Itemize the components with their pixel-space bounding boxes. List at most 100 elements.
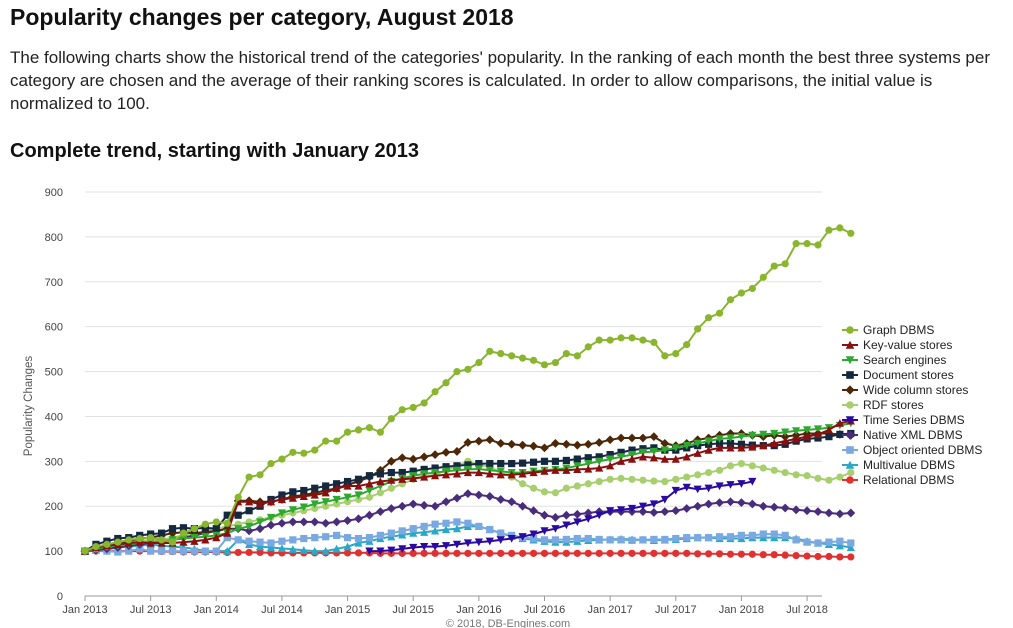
y-tick-label: 300 [45,456,63,468]
data-point [847,539,855,547]
data-point [474,538,483,547]
data-point [245,537,253,545]
data-point [617,536,625,544]
data-point [386,456,396,466]
data-point [212,547,220,555]
data-point [343,477,352,486]
data-point [322,502,330,510]
data-point [453,462,461,470]
data-point [420,528,429,536]
legend-item[interactable]: Native XML DBMS [842,428,963,442]
data-point [508,352,516,360]
data-point [288,545,297,553]
data-point [594,438,604,447]
data-point [322,482,330,490]
data-point [376,489,384,497]
data-point [431,464,439,472]
data-point [726,462,735,470]
data-point [562,549,570,557]
data-point [223,519,231,527]
series-graph-dbms[interactable] [81,224,855,555]
data-point [430,471,440,480]
data-point [704,468,713,477]
data-point [573,549,581,557]
legend-item[interactable]: Key-value stores [842,338,952,352]
series-object-oriented-dbms[interactable] [81,518,855,556]
data-point [496,470,505,479]
data-point [255,524,265,534]
data-point [463,468,473,477]
data-point [463,539,473,548]
data-point [748,462,756,470]
legend-item[interactable]: Time Series DBMS [842,413,965,427]
data-point [354,534,363,543]
data-point [672,549,680,557]
data-point [649,447,658,456]
data-point [573,455,581,463]
data-point [836,224,844,232]
data-point [157,547,166,555]
data-point [825,476,833,484]
data-point [726,497,735,507]
legend-label: RDF stores [863,398,924,412]
data-point [726,443,735,452]
data-point [704,314,713,322]
legend-item[interactable]: Graph DBMS [842,323,934,337]
data-point [343,498,352,506]
data-point [486,459,494,468]
data-point [693,449,702,457]
data-point [234,525,243,533]
data-point [583,439,593,449]
data-point [683,549,691,557]
data-point [715,466,724,474]
legend-item[interactable]: Relational DBMS [842,473,954,487]
y-axis-label: Popularity Changes [23,356,35,457]
legend-item[interactable]: Object oriented DBMS [842,443,982,457]
legend-item[interactable]: Multivalue DBMS [842,458,955,472]
data-point [671,506,681,516]
data-point [398,475,407,483]
data-point [825,433,833,441]
legend-item[interactable]: Wide column stores [842,383,968,397]
legend-label: Multivalue DBMS [863,458,955,472]
data-point [507,497,517,507]
x-tick-label: Jan 2018 [719,604,764,616]
data-point [278,491,286,499]
data-point [234,511,242,519]
series-time-series-dbms[interactable] [365,477,757,556]
data-point [737,433,746,441]
data-point [486,549,494,557]
data-point [780,432,790,442]
data-point [343,481,352,490]
data-point [441,542,451,550]
data-point [244,526,254,536]
page-title: Popularity changes per category, August … [10,4,514,30]
legend-marker [845,430,855,440]
data-point [245,473,253,481]
legend-item[interactable]: Search engines [842,353,946,367]
data-point [737,443,746,452]
data-point [365,534,374,542]
data-point [781,428,790,437]
data-point [835,541,844,550]
data-point [606,475,614,483]
data-point [485,491,495,501]
data-point [715,439,724,447]
legend-item[interactable]: Document stores [842,368,954,382]
data-point [759,430,768,439]
data-point [595,463,604,472]
y-tick-label: 500 [45,367,63,379]
data-point [398,549,406,557]
data-point [584,343,592,351]
data-point [245,548,253,557]
data-point [726,481,735,489]
data-point [409,403,417,412]
data-point [201,520,209,528]
data-point [595,477,603,486]
data-point [332,517,342,527]
legend-item[interactable]: RDF stores [842,398,924,412]
data-point [803,240,811,248]
data-point [660,454,669,463]
data-point [310,517,320,527]
